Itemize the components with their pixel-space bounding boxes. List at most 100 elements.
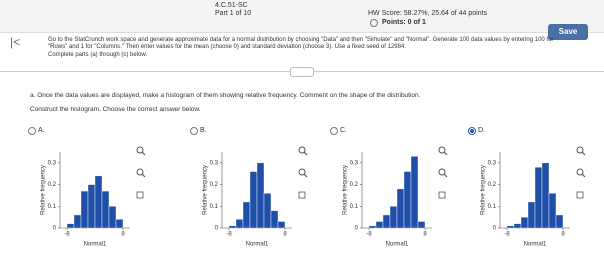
open-icon[interactable]	[576, 191, 584, 199]
x-axis-label: Normal1	[524, 242, 547, 248]
top-bar	[0, 0, 604, 33]
zoom-icon-handle[interactable]	[443, 151, 448, 156]
histogram-bar	[534, 166, 543, 229]
histogram-bar	[410, 156, 419, 229]
histogram-bar	[228, 225, 237, 229]
histogram-bar	[263, 193, 272, 229]
y-tick-label: 0	[215, 226, 219, 232]
hw-score: HW Score: 58.27%, 25.64 of 44 points	[368, 10, 488, 17]
zoom-icon-handle[interactable]	[141, 173, 146, 178]
open-icon[interactable]	[298, 191, 306, 199]
histogram-bar	[277, 221, 286, 229]
histogram-bar	[548, 193, 557, 229]
y-tick-label: 0.3	[488, 160, 497, 166]
y-tick-label: 0.1	[48, 204, 57, 210]
histogram-bar	[417, 221, 426, 229]
question: a. Once the data values are displayed, m…	[30, 92, 421, 99]
histogram-bar	[256, 162, 265, 229]
x-tick-label: -8	[366, 232, 372, 238]
y-axis-label: Relative frequency	[41, 165, 47, 215]
back-arrow[interactable]: |<	[10, 35, 21, 49]
y-tick-label: 0.1	[488, 204, 497, 210]
expand-button[interactable]	[290, 67, 314, 77]
x-tick-label: -8	[64, 232, 70, 238]
zoom-icon[interactable]	[136, 146, 144, 154]
option-label[interactable]: C.	[340, 127, 347, 134]
y-tick-label: 0.3	[210, 160, 219, 166]
x-tick-label: 8	[561, 232, 565, 238]
histogram-bar	[382, 214, 391, 229]
histogram-bar	[80, 190, 89, 229]
zoom-icon[interactable]	[298, 168, 306, 176]
histogram-bar	[73, 214, 82, 229]
histogram-bar	[506, 225, 515, 229]
histogram-bar	[389, 206, 398, 229]
zoom-icon-handle[interactable]	[581, 173, 586, 178]
zoom-icon[interactable]	[438, 146, 446, 154]
zoom-icon[interactable]	[438, 168, 446, 176]
zoom-icon-handle[interactable]	[303, 173, 308, 178]
histogram-bar	[115, 219, 124, 229]
option-label[interactable]: D.	[478, 127, 485, 134]
y-tick-label: 0.2	[48, 182, 57, 188]
x-axis-label: Normal1	[246, 242, 269, 248]
y-tick-label: 0.2	[488, 182, 497, 188]
zoom-icon[interactable]	[576, 146, 584, 154]
y-tick-label: 0	[493, 226, 497, 232]
histogram-bar	[108, 206, 117, 229]
x-tick-label: 8	[121, 232, 125, 238]
y-tick-label: 0	[53, 226, 57, 232]
y-axis-label: Relative frequency	[343, 165, 349, 215]
option-radio[interactable]	[28, 127, 36, 135]
x-tick-label: 8	[423, 232, 427, 238]
y-tick-label: 0.1	[350, 204, 359, 210]
y-axis-label: Relative frequency	[203, 165, 209, 215]
zoom-icon[interactable]	[298, 146, 306, 154]
histogram-bar	[66, 223, 75, 229]
zoom-icon-handle[interactable]	[303, 151, 308, 156]
option-radio[interactable]	[468, 127, 476, 135]
option-radio[interactable]	[330, 127, 338, 135]
open-icon[interactable]	[438, 191, 446, 199]
points-circle	[370, 19, 378, 27]
zoom-icon-handle[interactable]	[581, 151, 586, 156]
histogram-bar	[403, 171, 412, 229]
y-tick-label: 0.3	[48, 160, 57, 166]
histogram-bar	[555, 214, 564, 229]
histogram-bar	[270, 210, 279, 229]
save-button[interactable]: Save	[548, 24, 588, 40]
histogram-bar	[375, 221, 384, 229]
histogram-bar	[513, 223, 522, 229]
option-label[interactable]: B.	[200, 127, 207, 134]
instructions: Go to the StatCrunch work space and gene…	[48, 37, 554, 50]
y-axis-label: Relative frequency	[481, 165, 487, 215]
histogram-bar	[396, 188, 405, 229]
points: Points: 0 of 1	[382, 19, 426, 26]
section: 4.C.51-SC	[215, 2, 248, 9]
prompt: Construct the histogram. Choose the corr…	[30, 106, 201, 113]
option-radio[interactable]	[190, 127, 198, 135]
zoom-icon-handle[interactable]	[443, 173, 448, 178]
x-axis-label: Normal1	[84, 242, 107, 248]
histogram-bar	[87, 184, 96, 229]
histogram-bar	[101, 190, 110, 229]
histogram-bar	[235, 219, 244, 229]
option-label[interactable]: A.	[38, 127, 45, 134]
part: Part 1 of 10	[215, 10, 252, 17]
y-tick-label: 0.3	[350, 160, 359, 166]
zoom-icon[interactable]	[576, 168, 584, 176]
zoom-icon-handle[interactable]	[141, 151, 146, 156]
open-icon[interactable]	[136, 191, 144, 199]
histogram-bar	[249, 171, 258, 229]
zoom-icon[interactable]	[136, 168, 144, 176]
histogram-bar	[368, 225, 377, 229]
histogram-bar	[527, 201, 536, 229]
y-tick-label: 0.2	[210, 182, 219, 188]
x-tick-label: -8	[226, 232, 232, 238]
histogram-bar	[242, 201, 251, 229]
parts-note: Complete parts (a) through (c) below.	[48, 52, 148, 58]
histogram-bar	[541, 162, 550, 229]
histogram-bar	[94, 175, 103, 229]
